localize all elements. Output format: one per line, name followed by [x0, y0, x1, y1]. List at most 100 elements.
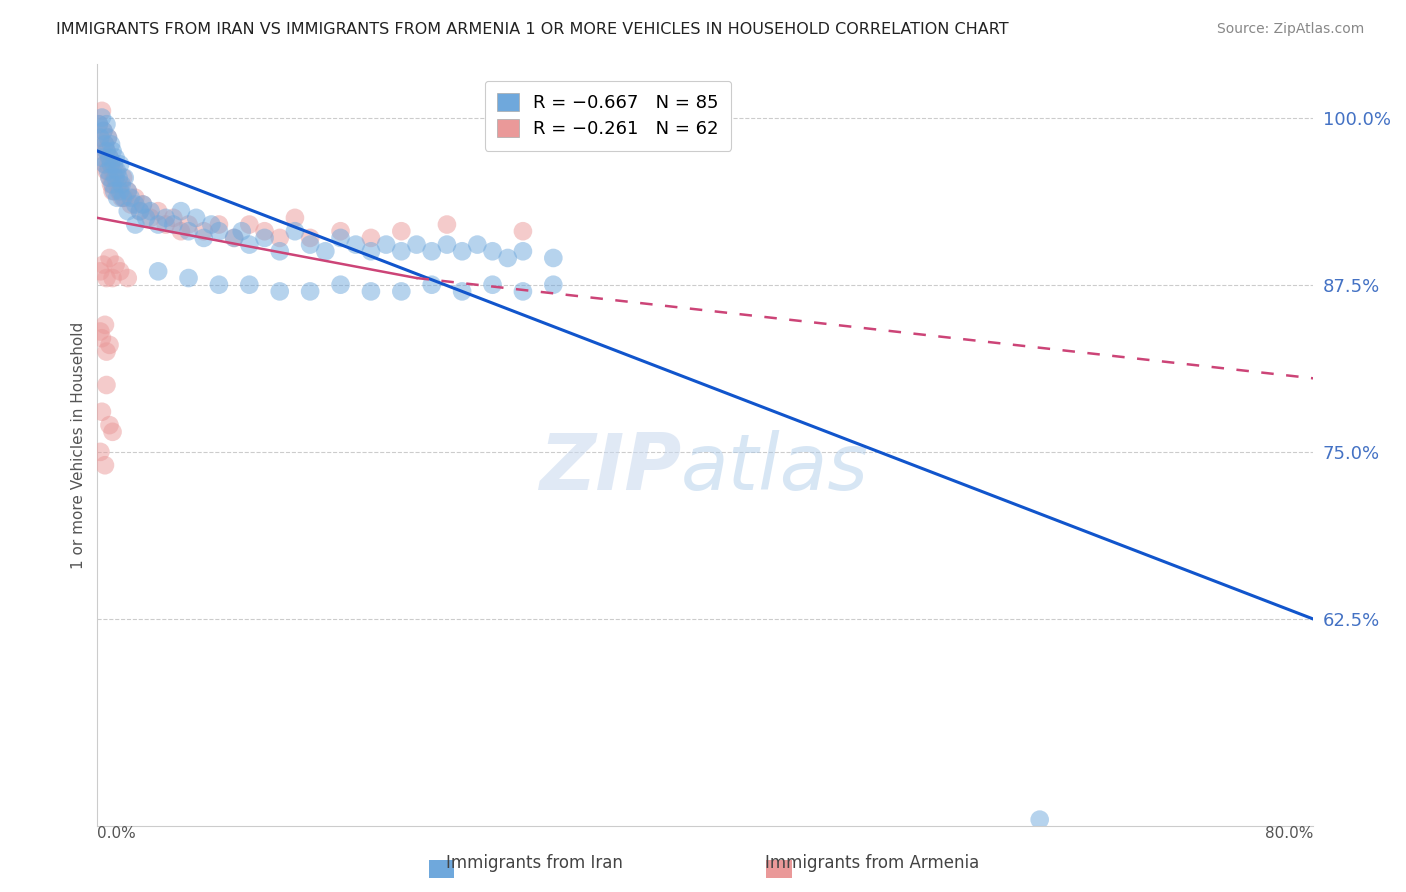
Point — [97, 130, 120, 145]
Point — [96, 117, 118, 131]
Point — [451, 244, 474, 259]
Point — [512, 244, 534, 259]
Point — [208, 218, 231, 232]
Point — [389, 224, 412, 238]
Point — [96, 378, 118, 392]
Point — [360, 285, 382, 299]
Point — [132, 197, 155, 211]
Point — [360, 231, 382, 245]
Point — [193, 231, 215, 245]
Point — [101, 164, 124, 178]
Point — [103, 184, 125, 198]
Text: Source: ZipAtlas.com: Source: ZipAtlas.com — [1216, 22, 1364, 37]
Point — [98, 338, 121, 352]
Text: 0.0%: 0.0% — [97, 826, 136, 841]
Point — [177, 224, 200, 238]
Point — [101, 178, 124, 192]
Point — [96, 144, 118, 158]
Point — [96, 344, 118, 359]
Point — [101, 425, 124, 439]
Point — [101, 271, 124, 285]
Point — [108, 157, 131, 171]
Point — [124, 197, 146, 211]
Point — [96, 144, 118, 158]
Point — [89, 130, 111, 145]
Point — [253, 224, 276, 238]
Point — [481, 277, 503, 292]
Point — [104, 170, 127, 185]
Point — [124, 218, 146, 232]
Point — [93, 124, 115, 138]
Point — [1028, 813, 1050, 827]
Point — [132, 197, 155, 211]
Point — [512, 285, 534, 299]
Point — [114, 170, 136, 185]
Point — [98, 418, 121, 433]
Point — [98, 151, 121, 165]
Point — [129, 204, 152, 219]
Point — [177, 271, 200, 285]
Point — [238, 277, 260, 292]
Y-axis label: 1 or more Vehicles in Household: 1 or more Vehicles in Household — [72, 321, 86, 569]
Point — [105, 164, 128, 178]
Point — [208, 224, 231, 238]
Point — [94, 318, 117, 332]
Point — [111, 191, 134, 205]
Point — [224, 231, 246, 245]
Point — [269, 244, 291, 259]
Point — [90, 111, 112, 125]
Point — [98, 170, 121, 185]
Point — [93, 258, 115, 272]
Point — [107, 170, 129, 185]
Text: atlas: atlas — [681, 430, 869, 506]
Point — [208, 277, 231, 292]
Point — [238, 237, 260, 252]
Point — [170, 224, 193, 238]
Point — [100, 157, 122, 171]
Point — [100, 137, 122, 152]
Point — [89, 445, 111, 459]
Point — [89, 264, 111, 278]
Point — [108, 184, 131, 198]
Point — [512, 224, 534, 238]
Point — [360, 244, 382, 259]
Point — [104, 151, 127, 165]
Point — [543, 251, 565, 265]
Point — [186, 211, 208, 225]
Point — [139, 211, 162, 225]
Point — [96, 271, 118, 285]
Point — [329, 231, 352, 245]
Text: Immigrants from Armenia: Immigrants from Armenia — [765, 855, 979, 872]
Point — [344, 237, 367, 252]
Point — [170, 204, 193, 219]
Point — [299, 237, 322, 252]
Point — [105, 178, 128, 192]
Point — [543, 277, 565, 292]
Point — [299, 285, 322, 299]
Point — [146, 204, 169, 219]
Point — [117, 271, 139, 285]
Point — [389, 285, 412, 299]
Point — [104, 258, 127, 272]
Legend: R = −0.667   N = 85, R = −0.261   N = 62: R = −0.667 N = 85, R = −0.261 N = 62 — [485, 80, 731, 151]
Point — [124, 191, 146, 205]
Point — [177, 218, 200, 232]
Point — [98, 170, 121, 185]
Point — [98, 151, 121, 165]
Point — [329, 277, 352, 292]
Point — [155, 218, 177, 232]
Point — [94, 157, 117, 171]
Point — [87, 117, 110, 131]
Point — [375, 237, 398, 252]
Point — [117, 184, 139, 198]
Point — [253, 231, 276, 245]
Point — [420, 244, 443, 259]
Point — [87, 117, 110, 131]
Point — [97, 164, 120, 178]
Point — [100, 178, 122, 192]
Point — [193, 224, 215, 238]
Point — [200, 218, 222, 232]
Point — [94, 157, 117, 171]
Point — [155, 211, 177, 225]
Point — [94, 137, 117, 152]
